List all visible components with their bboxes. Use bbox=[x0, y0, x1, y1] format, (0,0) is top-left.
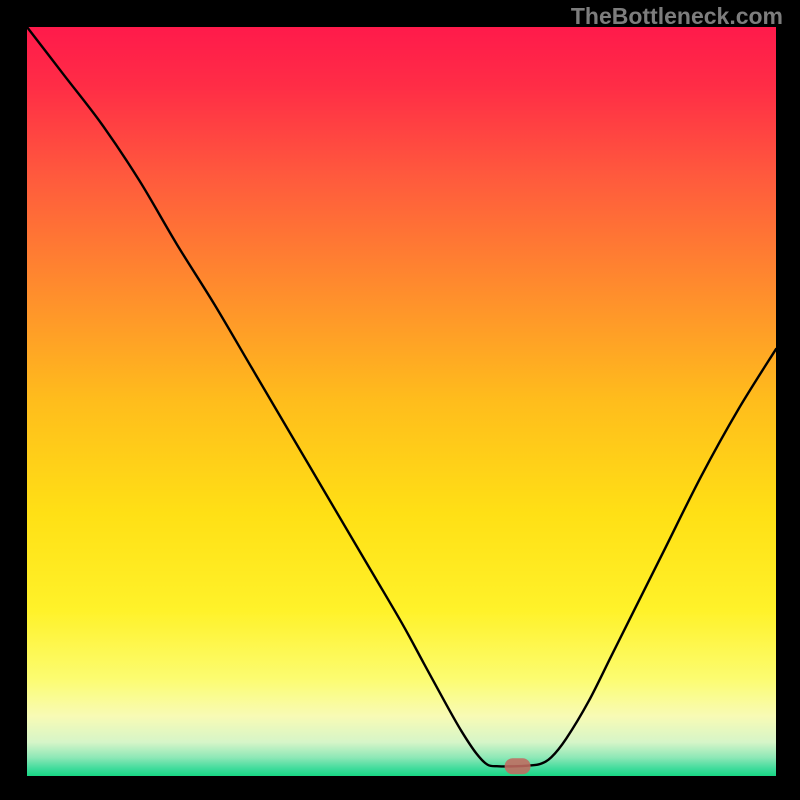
chart-canvas: TheBottleneck.com bbox=[0, 0, 800, 800]
heat-gradient-background bbox=[27, 27, 776, 776]
bottleneck-chart bbox=[0, 0, 800, 800]
optimal-point-marker bbox=[505, 758, 531, 774]
watermark-text: TheBottleneck.com bbox=[571, 3, 783, 30]
